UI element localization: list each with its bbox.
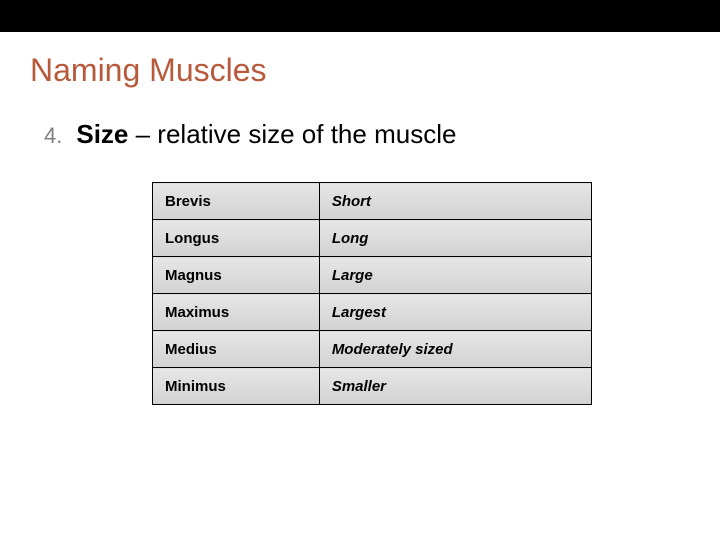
list-number: 4.	[44, 123, 62, 149]
meaning-cell: Moderately sized	[319, 331, 591, 368]
table-row: Maximus Largest	[153, 294, 592, 331]
term-cell: Magnus	[153, 257, 320, 294]
list-text: Size – relative size of the muscle	[76, 119, 456, 150]
meaning-cell: Largest	[319, 294, 591, 331]
muscle-size-table-wrap: Brevis Short Longus Long Magnus Large Ma…	[152, 182, 720, 405]
table-row: Minimus Smaller	[153, 368, 592, 405]
list-rest: – relative size of the muscle	[128, 119, 456, 149]
list-item: 4. Size – relative size of the muscle	[44, 119, 720, 150]
top-bar	[0, 0, 720, 32]
term-cell: Minimus	[153, 368, 320, 405]
slide: Naming Muscles 4. Size – relative size o…	[0, 0, 720, 540]
meaning-cell: Large	[319, 257, 591, 294]
meaning-cell: Short	[319, 183, 591, 220]
muscle-size-table-body: Brevis Short Longus Long Magnus Large Ma…	[153, 183, 592, 405]
term-cell: Longus	[153, 220, 320, 257]
meaning-cell: Long	[319, 220, 591, 257]
term-cell: Brevis	[153, 183, 320, 220]
table-row: Longus Long	[153, 220, 592, 257]
table-row: Medius Moderately sized	[153, 331, 592, 368]
term-cell: Medius	[153, 331, 320, 368]
term-cell: Maximus	[153, 294, 320, 331]
table-row: Brevis Short	[153, 183, 592, 220]
list-bold-term: Size	[76, 119, 128, 149]
slide-title: Naming Muscles	[30, 52, 720, 89]
muscle-size-table: Brevis Short Longus Long Magnus Large Ma…	[152, 182, 592, 405]
meaning-cell: Smaller	[319, 368, 591, 405]
table-row: Magnus Large	[153, 257, 592, 294]
list-row: 4. Size – relative size of the muscle	[44, 119, 720, 150]
